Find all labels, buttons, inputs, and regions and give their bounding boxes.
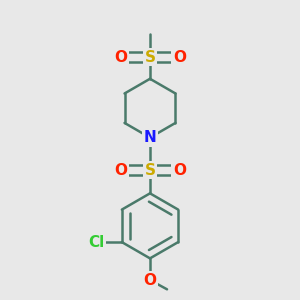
Text: O: O — [143, 272, 157, 287]
Text: O: O — [114, 50, 127, 64]
Text: S: S — [145, 163, 155, 178]
Text: S: S — [145, 50, 155, 64]
Text: O: O — [173, 50, 186, 64]
Text: O: O — [173, 163, 186, 178]
Text: O: O — [114, 163, 127, 178]
Text: Cl: Cl — [88, 235, 104, 250]
Text: N: N — [144, 130, 156, 145]
